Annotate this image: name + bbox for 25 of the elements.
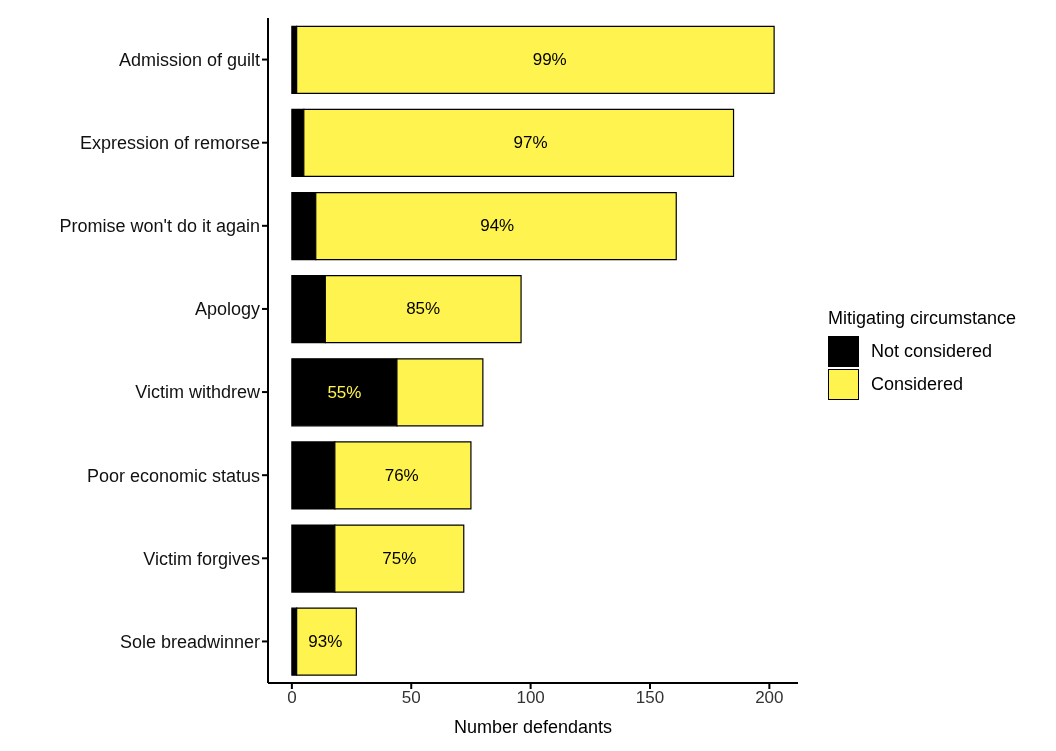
y-tick-label: Apology (194, 299, 260, 320)
x-tick-label: 200 (755, 688, 784, 708)
legend-label: Not considered (871, 341, 993, 362)
y-tick-label: Admission of guilt (118, 49, 260, 70)
legend-label: Considered (871, 374, 964, 395)
y-tick-label: Expression of remorse (79, 133, 260, 154)
annotation: 75% (382, 548, 417, 568)
y-tick-label: Poor economic status (86, 465, 260, 486)
annotation: 55% (327, 382, 362, 402)
annotation: 76% (384, 465, 419, 485)
y-tick-label: Promise won't do it again (59, 216, 260, 237)
annotation: 99% (532, 50, 567, 70)
x-tick-label: 100 (516, 688, 545, 708)
x-tick-label: 150 (635, 688, 665, 708)
x-tick-label: 50 (401, 688, 421, 708)
y-tick-label: Victim forgives (143, 548, 260, 569)
annotation: 85% (406, 299, 441, 319)
x-axis-title: Number defendants (453, 717, 613, 737)
annotation: 94% (480, 216, 515, 236)
y-tick-label: Victim withdrew (135, 382, 261, 403)
x-tick-label: 0 (287, 688, 297, 708)
annotation: 93% (308, 631, 343, 651)
legend-title: Mitigating circumstance (828, 308, 1017, 329)
y-tick-label: Sole breadwinner (119, 631, 260, 652)
annotation: 97% (513, 133, 548, 153)
